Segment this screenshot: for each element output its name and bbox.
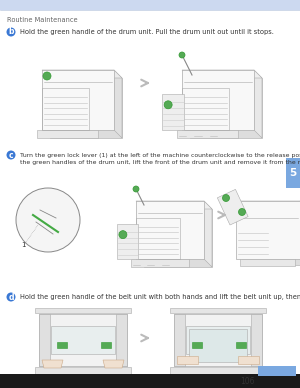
Bar bbox=[174, 314, 185, 366]
Bar bbox=[131, 259, 189, 267]
Circle shape bbox=[7, 293, 16, 301]
Bar bbox=[101, 341, 111, 348]
Bar bbox=[35, 308, 131, 313]
Circle shape bbox=[43, 72, 51, 80]
Text: the green handles of the drum unit, lift the front of the drum unit and remove i: the green handles of the drum unit, lift… bbox=[20, 160, 300, 165]
Bar bbox=[42, 88, 89, 130]
Bar bbox=[39, 314, 127, 366]
Text: 5: 5 bbox=[290, 168, 297, 178]
Polygon shape bbox=[182, 70, 262, 78]
Polygon shape bbox=[242, 207, 300, 265]
Polygon shape bbox=[42, 360, 63, 368]
Bar bbox=[37, 130, 98, 138]
Bar bbox=[117, 224, 138, 259]
Text: Routine Maintenance: Routine Maintenance bbox=[7, 17, 78, 23]
Circle shape bbox=[179, 52, 185, 58]
Polygon shape bbox=[50, 78, 122, 138]
Polygon shape bbox=[238, 356, 259, 364]
Bar bbox=[182, 70, 254, 130]
Circle shape bbox=[164, 101, 172, 109]
Polygon shape bbox=[177, 356, 198, 364]
Bar bbox=[170, 308, 266, 313]
FancyBboxPatch shape bbox=[286, 158, 300, 188]
Bar bbox=[35, 367, 131, 374]
Polygon shape bbox=[204, 201, 212, 267]
Bar bbox=[189, 329, 247, 362]
Bar bbox=[136, 201, 204, 259]
Bar bbox=[174, 314, 262, 366]
Polygon shape bbox=[136, 201, 212, 209]
Bar bbox=[217, 189, 248, 225]
Circle shape bbox=[133, 186, 139, 192]
Bar bbox=[116, 314, 127, 366]
Bar bbox=[136, 218, 180, 259]
Bar bbox=[186, 326, 250, 353]
Bar bbox=[162, 94, 184, 130]
Bar bbox=[39, 314, 50, 366]
Polygon shape bbox=[114, 70, 122, 138]
Circle shape bbox=[238, 208, 245, 215]
Text: d: d bbox=[8, 293, 14, 301]
Bar bbox=[182, 88, 229, 130]
Text: 106: 106 bbox=[241, 378, 255, 386]
Polygon shape bbox=[236, 201, 300, 207]
Bar bbox=[236, 341, 246, 348]
Bar bbox=[236, 201, 300, 259]
Bar bbox=[0, 374, 300, 388]
Text: c: c bbox=[9, 151, 13, 159]
Circle shape bbox=[223, 194, 230, 201]
Polygon shape bbox=[190, 78, 262, 138]
Polygon shape bbox=[103, 360, 124, 368]
Bar bbox=[251, 314, 262, 366]
Polygon shape bbox=[42, 70, 122, 78]
Bar bbox=[170, 367, 266, 374]
Text: Hold the green handle of the drum unit. Pull the drum unit out until it stops.: Hold the green handle of the drum unit. … bbox=[20, 29, 274, 35]
Bar bbox=[42, 70, 114, 130]
Polygon shape bbox=[144, 209, 212, 267]
Circle shape bbox=[16, 188, 80, 252]
Bar bbox=[192, 341, 202, 348]
Circle shape bbox=[7, 151, 16, 159]
Bar bbox=[57, 341, 67, 348]
Text: Hold the green handle of the belt unit with both hands and lift the belt unit up: Hold the green handle of the belt unit w… bbox=[20, 294, 300, 300]
Circle shape bbox=[119, 230, 127, 239]
Bar bbox=[51, 326, 115, 353]
Bar bbox=[0, 0, 300, 10]
Text: 1: 1 bbox=[21, 242, 26, 248]
Polygon shape bbox=[254, 70, 262, 138]
Bar bbox=[240, 259, 295, 266]
Text: Turn the green lock lever (1) at the left of the machine counterclockwise to the: Turn the green lock lever (1) at the lef… bbox=[20, 153, 300, 158]
Bar bbox=[258, 366, 296, 376]
Circle shape bbox=[7, 28, 16, 36]
Text: b: b bbox=[8, 28, 14, 36]
Bar bbox=[177, 130, 238, 138]
